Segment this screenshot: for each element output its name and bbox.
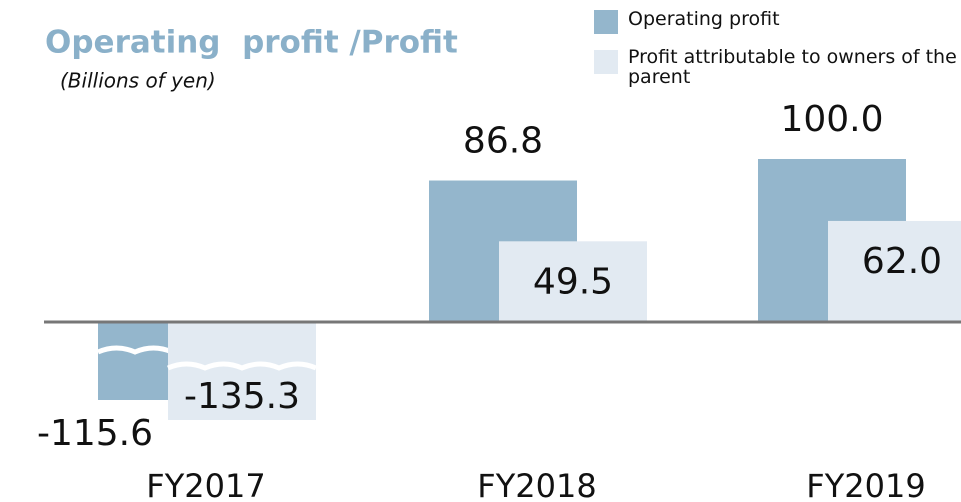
legend-label: Profit attributable to owners of the par…	[628, 46, 957, 88]
value-label: -115.6	[37, 413, 153, 454]
value-label: 49.5	[533, 261, 613, 302]
x-tick-label: FY2017	[146, 467, 265, 502]
x-tick-label: FY2018	[477, 467, 596, 502]
value-label: -135.3	[184, 376, 300, 417]
axis-break	[167, 361, 317, 371]
legend-swatch	[594, 50, 618, 74]
legend-swatch	[594, 10, 618, 34]
value-label: 86.8	[463, 121, 543, 162]
value-label: 100.0	[780, 99, 883, 140]
legend-label: Operating profit	[628, 8, 780, 30]
value-label: 62.0	[862, 241, 942, 282]
bar	[828, 220, 961, 322]
chart-title: Operating profit /Profit	[45, 25, 458, 61]
bar	[499, 241, 647, 322]
bar	[168, 322, 316, 420]
x-tick-label: FY2019	[806, 467, 925, 502]
chart-subtitle: (Billions of yen)	[60, 69, 216, 93]
